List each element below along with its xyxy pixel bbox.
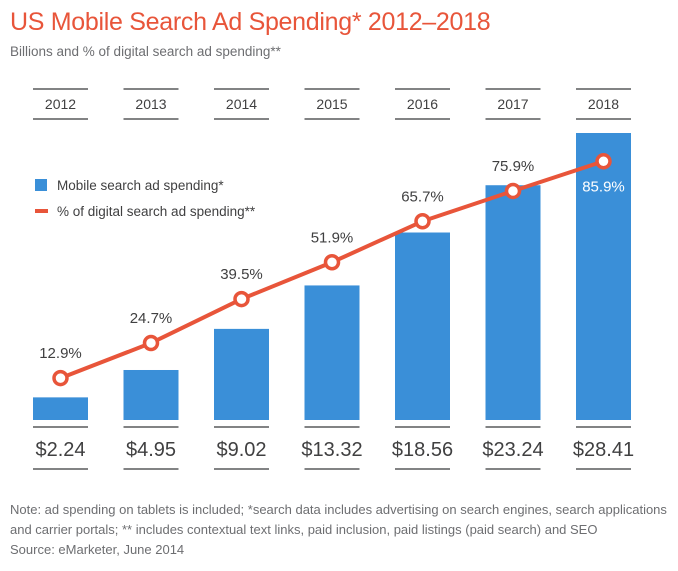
legend-bar-swatch [35,179,47,191]
percent-labels: 12.9% 24.7% 39.5% 51.9% 65.7% 75.9% 85.9% [39,158,625,362]
year-label: 2014 [226,96,257,112]
note-text: Note: ad spending on tablets is included… [10,502,667,537]
percent-label: 75.9% [492,158,535,175]
legend-line-label: % of digital search ad spending** [57,204,256,219]
legend-bar-label: Mobile search ad spending* [57,178,224,193]
percent-points [52,153,612,387]
percent-label: 24.7% [130,310,173,327]
year-label: 2016 [407,96,438,112]
percent-point-2016 [414,213,431,230]
percent-point-2015 [323,254,341,271]
year-label: 2018 [588,96,619,112]
bars [33,133,631,420]
year-label: 2015 [316,96,347,112]
bar-2013 [123,369,179,420]
bar-value-label: $9.02 [216,439,266,461]
percent-label: 51.9% [311,229,354,246]
percent-point-2017 [504,182,522,200]
bar-2014 [214,328,269,420]
bar-value-label: $2.24 [35,439,85,461]
bar-2012 [33,397,88,420]
year-label: 2013 [135,96,166,112]
chart-title: US Mobile Search Ad Spending* 2012–2018 [10,8,491,36]
year-labels: 2012 2013 2014 2015 2016 2017 2018 [45,96,619,112]
bar-2017 [485,185,541,420]
year-label: 2012 [45,96,76,112]
value-labels: $2.24 $4.95 $9.02 $13.32 $18.56 $23.24 $28.41 [35,439,634,461]
percent-label: 85.9% [582,178,625,195]
percent-point-2018 [595,153,612,170]
chart-note: Note: ad spending on tablets is included… [10,500,670,560]
percent-label: 39.5% [220,266,263,283]
bar-value-label: $23.24 [482,439,543,461]
legend: Mobile search ad spending* % of digital … [35,178,256,219]
year-label: 2017 [497,96,528,112]
percent-point-2013 [142,334,160,352]
chart-subtitle: Billions and % of digital search ad spen… [10,44,281,59]
bar-value-label: $13.32 [301,439,362,461]
bar-value-label: $18.56 [392,439,453,461]
bar-value-label: $28.41 [573,439,634,461]
percent-label: 65.7% [401,188,444,205]
percent-label: 12.9% [39,345,82,362]
legend-line-swatch [35,209,48,213]
bar-2016 [395,232,450,420]
axis-rules [33,88,631,470]
source-text: Source: eMarketer, June 2014 [10,542,185,557]
bar-2015 [304,285,360,420]
bar-2018 [576,133,631,420]
bar-value-label: $4.95 [126,439,176,461]
chart-svg: Mobile search ad spending* % of digital … [33,88,634,470]
percent-point-2012 [52,369,69,387]
percent-point-2014 [233,290,250,308]
